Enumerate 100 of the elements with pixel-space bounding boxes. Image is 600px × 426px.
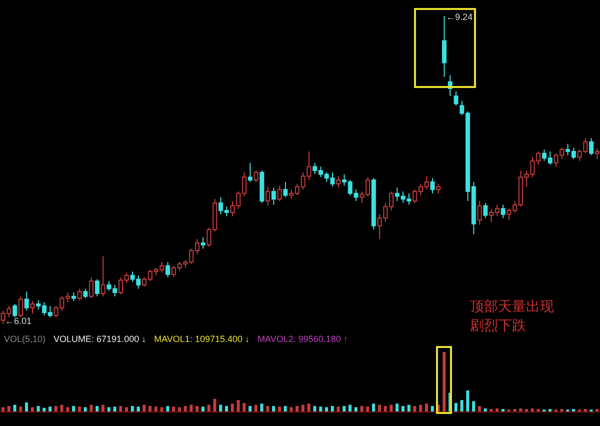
- bar: [113, 406, 116, 412]
- bar: [401, 406, 404, 412]
- bar: [148, 406, 152, 412]
- bar: [84, 407, 87, 412]
- bar: [136, 406, 140, 412]
- candlestick: [248, 162, 252, 182]
- bar: [366, 406, 370, 412]
- bar: [425, 404, 428, 412]
- bar: [72, 406, 76, 412]
- bar: [466, 390, 470, 412]
- candlestick: [200, 236, 206, 250]
- bar: [66, 407, 70, 412]
- bar: [184, 406, 187, 412]
- candlestick: [89, 276, 94, 299]
- candlestick: [271, 187, 276, 206]
- bar: [78, 406, 81, 412]
- bar: [25, 402, 28, 412]
- bar: [196, 406, 199, 412]
- bar: [178, 407, 181, 412]
- bar: [36, 406, 40, 412]
- candlestick: [436, 183, 441, 194]
- bar: [219, 404, 222, 412]
- bar: [166, 406, 170, 412]
- candlestick: [336, 176, 341, 188]
- bar: [90, 404, 93, 412]
- candlestick: [254, 170, 258, 182]
- bar: [1, 407, 4, 412]
- annotation: ←6.01: [4, 316, 32, 326]
- chart-title: VOL(5,10): [4, 334, 46, 344]
- bar: [396, 404, 399, 412]
- bar: [242, 403, 246, 412]
- candlestick: [77, 288, 82, 301]
- bar: [266, 406, 270, 412]
- bar: [478, 406, 481, 412]
- candlestick: [283, 181, 288, 198]
- bar: [272, 406, 276, 412]
- text: VOLUME: 67191.000 ↓: [54, 334, 146, 344]
- bar: [454, 403, 458, 412]
- bar: [301, 404, 304, 412]
- bar: [54, 406, 58, 412]
- bar: [7, 406, 10, 412]
- candlestick: [430, 178, 435, 194]
- bar: [207, 404, 210, 412]
- bar: [372, 404, 376, 412]
- bar: [384, 406, 387, 412]
- bar: [154, 406, 158, 412]
- bar: [119, 406, 122, 412]
- bar: [419, 404, 422, 412]
- annotation: ←9.24: [446, 12, 473, 22]
- bar: [460, 400, 464, 412]
- bar: [319, 406, 322, 412]
- bar: [413, 406, 416, 412]
- candlestick: [589, 138, 594, 156]
- bar: [230, 404, 234, 412]
- bar: [296, 406, 299, 412]
- bar: [390, 404, 393, 412]
- candlestick: [442, 16, 447, 78]
- bar: [360, 406, 364, 412]
- bar: [60, 404, 64, 412]
- bar: [142, 404, 146, 412]
- candlestick: [483, 202, 488, 219]
- candlestick: [94, 278, 100, 297]
- candlestick: [477, 200, 482, 226]
- bar: [236, 400, 240, 412]
- candlestick: [454, 90, 458, 106]
- text: MAVOL1: 109715.400 ↓: [154, 334, 250, 344]
- annotation: 剧烈下跌: [470, 317, 527, 336]
- candlestick: [166, 262, 170, 278]
- bar: [407, 404, 410, 412]
- bar: [201, 406, 204, 412]
- bar: [430, 406, 434, 412]
- bar: [284, 406, 287, 412]
- bar: [248, 406, 252, 412]
- bar: [307, 404, 310, 412]
- bar: [348, 404, 352, 412]
- bar: [96, 406, 99, 412]
- candlestick: [18, 296, 23, 318]
- candlestick: [12, 303, 18, 318]
- candlestick: [30, 300, 35, 314]
- bar: [472, 401, 476, 412]
- candlestick: [83, 288, 88, 299]
- bar: [378, 404, 381, 412]
- candlestick: [266, 186, 270, 206]
- bar: [19, 406, 22, 412]
- bar: [101, 404, 104, 412]
- bar: [13, 404, 16, 412]
- bar: [342, 406, 346, 412]
- bar: [30, 407, 34, 412]
- text: MAVOL2: 99560.180 ↑: [258, 334, 348, 344]
- bar: [213, 398, 216, 412]
- annotation: 顶部天量出现: [470, 298, 554, 317]
- bar: [290, 407, 293, 412]
- bar: [325, 407, 328, 412]
- bar: [336, 406, 340, 412]
- bar: [225, 406, 228, 412]
- bar: [330, 406, 334, 412]
- bar: [313, 406, 316, 412]
- bar: [125, 407, 128, 412]
- candlestick: [277, 185, 282, 202]
- bar: [48, 406, 52, 412]
